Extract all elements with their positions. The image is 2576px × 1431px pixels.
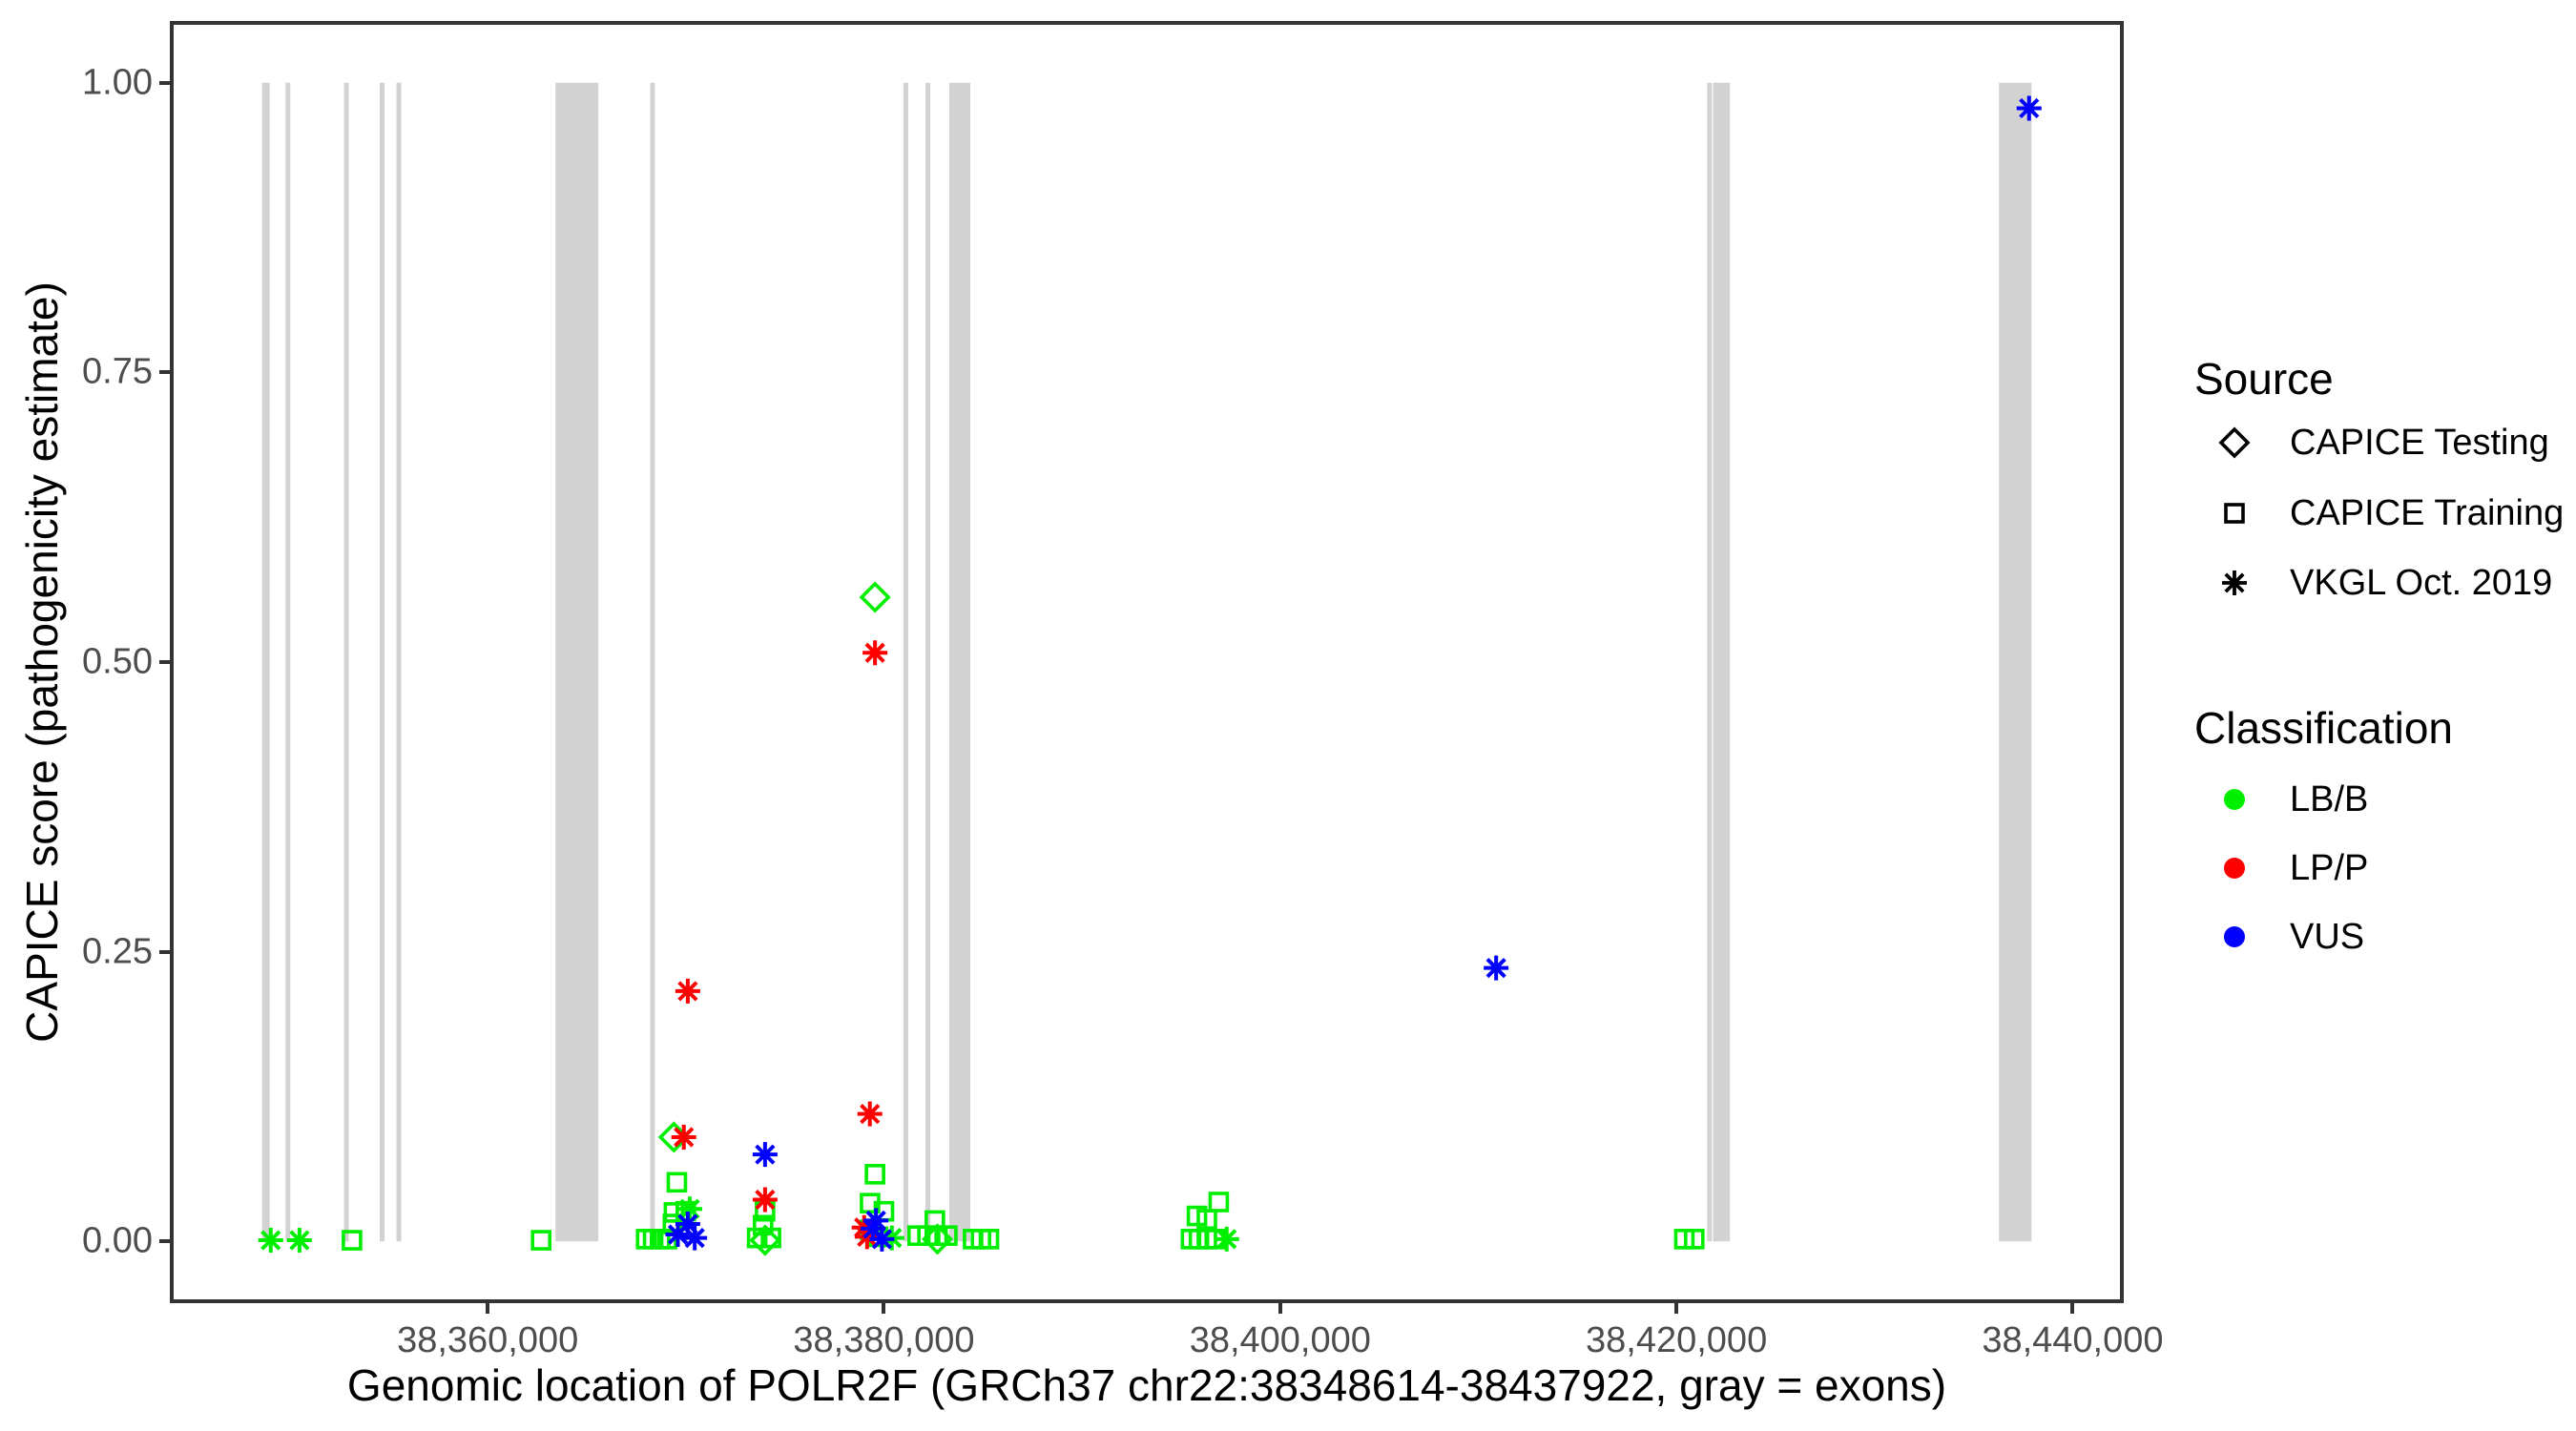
data-point-asterisk (1214, 1226, 1239, 1252)
exon-bar (925, 82, 931, 1242)
legend-item-label: VKGL Oct. 2019 (2290, 562, 2553, 603)
x-tick-mark (1674, 1299, 1679, 1314)
blue-dot-icon (2215, 913, 2254, 961)
y-tick-label: 0.75 (82, 351, 153, 392)
square-icon (2215, 489, 2254, 537)
x-tick-mark (486, 1299, 490, 1314)
legend-item-lpp: LP/P (2194, 844, 2368, 892)
data-point-asterisk (682, 1225, 708, 1251)
data-point-diamond (749, 1224, 781, 1256)
y-tick-mark (159, 949, 174, 954)
x-axis-title: Genomic location of POLR2F (GRCh37 chr22… (346, 1360, 1947, 1410)
data-point-asterisk (675, 1212, 700, 1237)
data-point-square (663, 1202, 685, 1223)
data-point-square (978, 1229, 1000, 1250)
data-point-asterisk (857, 1101, 883, 1127)
data-point-asterisk (752, 1142, 778, 1168)
data-point-asterisk (2016, 95, 2042, 121)
data-point-square (1208, 1192, 1230, 1213)
plot-canvas (258, 82, 2042, 1256)
data-point-asterisk (869, 1226, 895, 1252)
data-point-diamond (859, 581, 891, 613)
data-point-square (937, 1225, 958, 1246)
data-point-asterisk (676, 1196, 702, 1222)
diamond-icon (2215, 419, 2254, 467)
x-tick-mark (2070, 1299, 2075, 1314)
data-point-asterisk (665, 1221, 691, 1247)
plot-panel (170, 21, 2124, 1303)
data-point-square (666, 1172, 688, 1193)
data-point-asterisk (258, 1228, 283, 1254)
legend-item-label: CAPICE Training (2290, 492, 2565, 533)
data-point-square (1196, 1209, 1217, 1230)
y-tick-mark (159, 80, 174, 85)
data-point-asterisk (675, 978, 700, 1004)
green-dot-icon (2215, 776, 2254, 823)
x-tick-label: 38,400,000 (1189, 1320, 1371, 1360)
exon-bar (1707, 82, 1713, 1242)
red-dot-icon (2215, 844, 2254, 892)
legend-item-vus: VUS (2194, 913, 2364, 961)
x-tick-label: 38,440,000 (1982, 1320, 2164, 1360)
x-tick-label: 38,380,000 (793, 1320, 975, 1360)
y-tick-label: 0.25 (82, 931, 153, 972)
data-point-square (1684, 1229, 1705, 1250)
exon-bar (343, 82, 349, 1242)
legend-item-label: LB/B (2290, 778, 2369, 819)
legend-item-vkgl: VKGL Oct. 2019 (2194, 559, 2552, 607)
exon-bar (261, 82, 270, 1242)
x-tick-label: 38,360,000 (397, 1320, 579, 1360)
x-tick-label: 38,420,000 (1586, 1320, 1768, 1360)
legend-item-label: CAPICE Testing (2290, 422, 2549, 463)
y-tick-mark (159, 370, 174, 375)
exon-bar (380, 82, 384, 1242)
legend-item-capice-training: CAPICE Training (2194, 489, 2564, 537)
legend-item-label: LP/P (2290, 847, 2369, 888)
y-axis-title: CAPICE score (pathogenicity estimate) (17, 281, 67, 1043)
exon-bar (904, 82, 908, 1242)
data-point-square (746, 1227, 768, 1249)
data-point-asterisk (286, 1228, 312, 1254)
data-point-square (864, 1164, 885, 1185)
exon-bar (1999, 82, 2032, 1242)
exon-bar (396, 82, 402, 1242)
x-tick-mark (1278, 1299, 1282, 1314)
data-point-square (342, 1230, 363, 1251)
data-point-square (530, 1230, 552, 1251)
data-point-asterisk (863, 1208, 889, 1234)
x-tick-mark (882, 1299, 886, 1314)
data-point-square (753, 1214, 774, 1236)
y-tick-mark (159, 1239, 174, 1244)
exon-bar (285, 82, 291, 1242)
y-tick-mark (159, 660, 174, 664)
data-point-asterisk (862, 640, 888, 666)
y-tick-label: 1.00 (82, 62, 153, 103)
exon-bar (650, 82, 655, 1242)
y-tick-label: 0.50 (82, 641, 153, 682)
exon-bar (1713, 82, 1731, 1242)
data-point-asterisk (861, 1215, 886, 1241)
legend-item-capice-testing: CAPICE Testing (2194, 419, 2549, 467)
legend-source-title: Source (2194, 354, 2334, 404)
y-tick-label: 0.00 (82, 1220, 153, 1261)
exon-bar (555, 82, 599, 1242)
asterisk-icon (2215, 559, 2254, 607)
data-point-asterisk (752, 1187, 778, 1213)
exon-bar (949, 82, 970, 1242)
legend-classification-title: Classification (2194, 703, 2453, 753)
data-point-square (924, 1210, 945, 1232)
legend-item-label: VUS (2290, 916, 2365, 957)
data-point-asterisk (671, 1124, 696, 1150)
data-point-asterisk (1484, 955, 1509, 981)
legend-item-lbb: LB/B (2194, 776, 2368, 823)
